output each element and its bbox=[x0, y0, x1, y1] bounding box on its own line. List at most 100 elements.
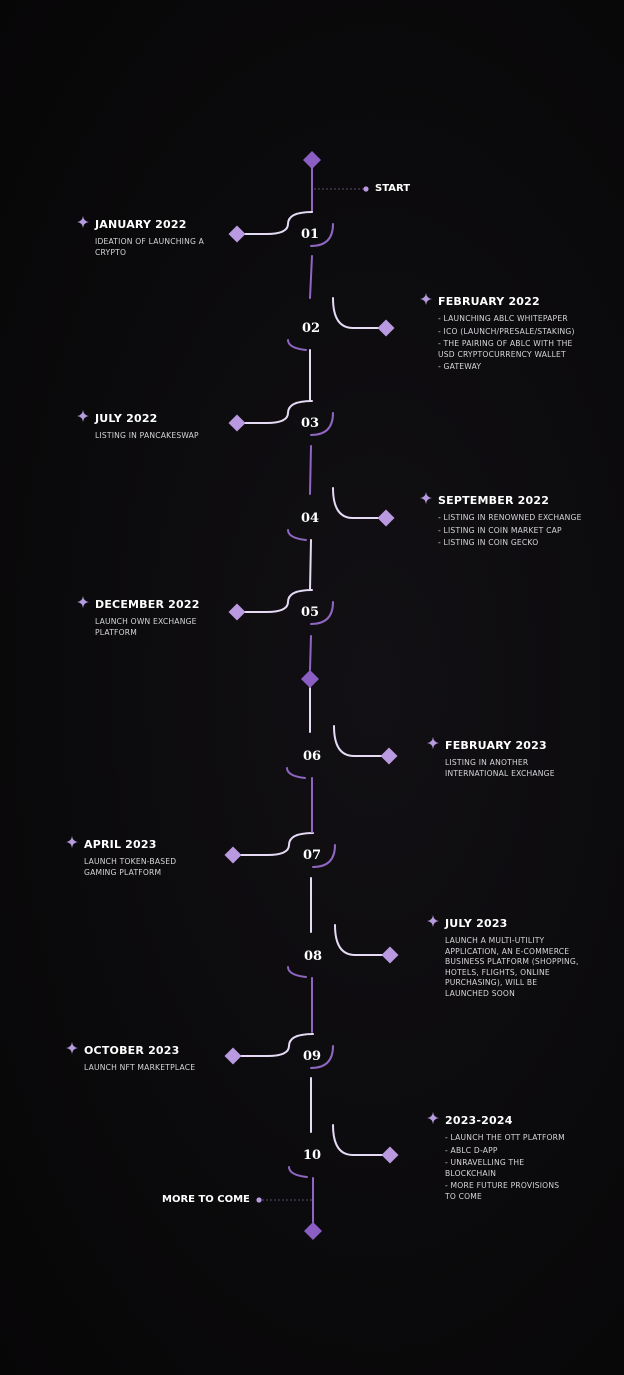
milestone-date: FEBRUARY 2022 bbox=[438, 294, 540, 308]
milestone-description: IDEATION OF LAUNCHING A CRYPTO bbox=[95, 237, 204, 258]
description-line: - LISTING IN COIN MARKET CAP bbox=[438, 525, 562, 535]
milestone-date: FEBRUARY 2023 bbox=[445, 738, 547, 752]
start-diamond bbox=[303, 151, 321, 169]
step-number-08: 08 bbox=[303, 949, 323, 964]
milestone-07: APRIL 2023 LAUNCH TOKEN-BASED GAMING PLATF… bbox=[66, 835, 176, 878]
description-line: INTERNATIONAL EXCHANGE bbox=[445, 768, 555, 778]
milestone-08: JULY 2023 LAUNCH A MULTI-UTILITY APPLICATI… bbox=[427, 914, 579, 999]
milestone-date: OCTOBER 2023 bbox=[84, 1043, 180, 1057]
sparkle-icon bbox=[77, 215, 89, 233]
description-line: BUSINESS PLATFORM (SHOPPING, bbox=[445, 957, 579, 966]
milestone-description: LAUNCH NFT MARKETPLACE bbox=[84, 1063, 195, 1074]
description-line: PLATFORM bbox=[95, 627, 138, 637]
sparkle-icon bbox=[66, 1041, 78, 1059]
connector-curve-09-b bbox=[310, 1045, 334, 1069]
milestone-diamond-07 bbox=[224, 846, 242, 864]
connector-curve-03 bbox=[236, 400, 313, 424]
milestone-date: JULY 2022 bbox=[95, 411, 158, 425]
description-line: - ABLC D-APP bbox=[445, 1145, 498, 1155]
description-line: IDEATION OF LAUNCHING A bbox=[95, 237, 205, 246]
description-line: - MORE FUTURE PROVISIONS bbox=[445, 1181, 560, 1190]
description-line: - GATEWAY bbox=[438, 362, 482, 371]
end-diamond bbox=[304, 1222, 322, 1240]
milestone-date: APRIL 2023 bbox=[84, 837, 157, 851]
description-line: - THE PAIRING OF ABLC WITH THE bbox=[438, 339, 573, 348]
milestone-04: SEPTEMBER 2022 - LISTING IN RENOWNED EXCH… bbox=[420, 491, 582, 549]
more-to-come-label: MORE TO COME bbox=[162, 1194, 250, 1205]
step-number-05: 05 bbox=[300, 605, 320, 620]
sparkle-icon bbox=[77, 409, 89, 427]
description-line: LAUNCH OWN EXCHANGE bbox=[95, 617, 197, 626]
sparkle-icon bbox=[77, 595, 89, 613]
sparkle-icon bbox=[427, 1111, 439, 1129]
connector-curve-05 bbox=[236, 589, 313, 613]
milestone-03: JULY 2022 LISTING IN PANCAKESWAP bbox=[77, 409, 199, 442]
description-line: - LISTING IN COIN GECKO bbox=[438, 538, 539, 547]
step-number-01: 01 bbox=[300, 227, 320, 242]
spine-segment bbox=[309, 635, 312, 671]
description-line: HOTELS, FLIGHTS, ONLINE bbox=[445, 967, 550, 977]
connector-curve-01 bbox=[236, 211, 313, 235]
sparkle-icon bbox=[427, 914, 439, 932]
milestone-description: LAUNCH OWN EXCHANGE PLATFORM bbox=[95, 617, 200, 638]
milestone-diamond-05 bbox=[228, 603, 246, 621]
connector-curve-01-b bbox=[310, 223, 334, 247]
step-number-10: 10 bbox=[302, 1148, 322, 1163]
connector-curve-07 bbox=[232, 832, 314, 856]
description-line: LAUNCH TOKEN-BASED bbox=[84, 857, 177, 866]
milestone-date: JANUARY 2022 bbox=[95, 217, 187, 231]
sparkle-icon bbox=[420, 292, 432, 310]
description-line: LISTING IN ANOTHER bbox=[445, 758, 529, 767]
milestone-date: SEPTEMBER 2022 bbox=[438, 493, 550, 507]
description-line: - LAUNCHING ABLC WHITEPAPER bbox=[438, 314, 568, 323]
start-dot bbox=[363, 186, 369, 192]
description-line: CRYPTO bbox=[95, 247, 127, 257]
connector-curve-10-b bbox=[332, 1124, 391, 1156]
step-number-09: 09 bbox=[302, 1049, 322, 1064]
step-number-07: 07 bbox=[302, 848, 322, 863]
description-line: USD CRYPTOCURRENCY WALLET bbox=[438, 349, 566, 359]
connector-curve-02-b bbox=[332, 297, 387, 329]
milestone-date: DECEMBER 2022 bbox=[95, 597, 200, 611]
milestone-06: FEBRUARY 2023 LISTING IN ANOTHER INTERNATI… bbox=[427, 736, 555, 779]
connector-curve-07-b bbox=[312, 844, 336, 868]
spine-segment bbox=[309, 255, 313, 299]
connector-curve-10 bbox=[288, 1166, 308, 1178]
description-line: - LAUNCH THE OTT PLATFORM bbox=[445, 1133, 565, 1142]
step-number-04: 04 bbox=[300, 511, 320, 526]
connector-curve-03-b bbox=[310, 412, 334, 436]
description-line: APPLICATION, AN E-COMMERCE bbox=[445, 946, 570, 956]
description-line: TO COME bbox=[445, 1191, 483, 1201]
description-line: - UNRAVELLING THE bbox=[445, 1158, 525, 1167]
milestone-diamond-03 bbox=[228, 414, 246, 432]
description-line: LISTING IN PANCAKESWAP bbox=[95, 431, 199, 440]
connector-curve-04 bbox=[287, 529, 307, 541]
milestone-05: DECEMBER 2022 LAUNCH OWN EXCHANGE PLATFORM bbox=[77, 595, 200, 638]
milestone-description: - LAUNCH THE OTT PLATFORM - ABLC D-APP - U… bbox=[445, 1133, 565, 1202]
milestone-description: LAUNCH TOKEN-BASED GAMING PLATFORM bbox=[84, 857, 176, 878]
start-label: START bbox=[375, 183, 411, 194]
description-line: - LISTING IN RENOWNED EXCHANGE bbox=[438, 513, 582, 522]
milestone-description: LAUNCH A MULTI-UTILITY APPLICATION, AN E-… bbox=[445, 936, 579, 999]
sparkle-icon bbox=[427, 736, 439, 754]
connector-curve-05-b bbox=[310, 601, 334, 625]
sparkle-icon bbox=[66, 835, 78, 853]
milestone-diamond-10 bbox=[381, 1146, 399, 1164]
description-line: - ICO (LAUNCH/PRESALE/STAKING) bbox=[438, 326, 575, 336]
milestone-description: - LISTING IN RENOWNED EXCHANGE - LISTING … bbox=[438, 513, 582, 549]
spine-segment bbox=[309, 445, 312, 495]
end-dot bbox=[256, 1197, 262, 1203]
milestone-date: JULY 2023 bbox=[445, 916, 508, 930]
step-number-03: 03 bbox=[300, 416, 320, 431]
description-line: PURCHASING), WILL BE bbox=[445, 978, 538, 987]
connector-curve-08-b bbox=[334, 924, 391, 956]
milestone-diamond-08 bbox=[381, 946, 399, 964]
spine-segment bbox=[309, 539, 312, 591]
milestone-description: LISTING IN PANCAKESWAP bbox=[95, 431, 199, 442]
milestone-diamond-06 bbox=[380, 747, 398, 765]
milestone-10: 2023-2024 - LAUNCH THE OTT PLATFORM - ABLC… bbox=[427, 1111, 565, 1202]
connector-curve-08 bbox=[287, 966, 307, 978]
connector-curve-02 bbox=[287, 339, 307, 351]
milestone-02: FEBRUARY 2022 - LAUNCHING ABLC WHITEPAPER… bbox=[420, 292, 575, 373]
